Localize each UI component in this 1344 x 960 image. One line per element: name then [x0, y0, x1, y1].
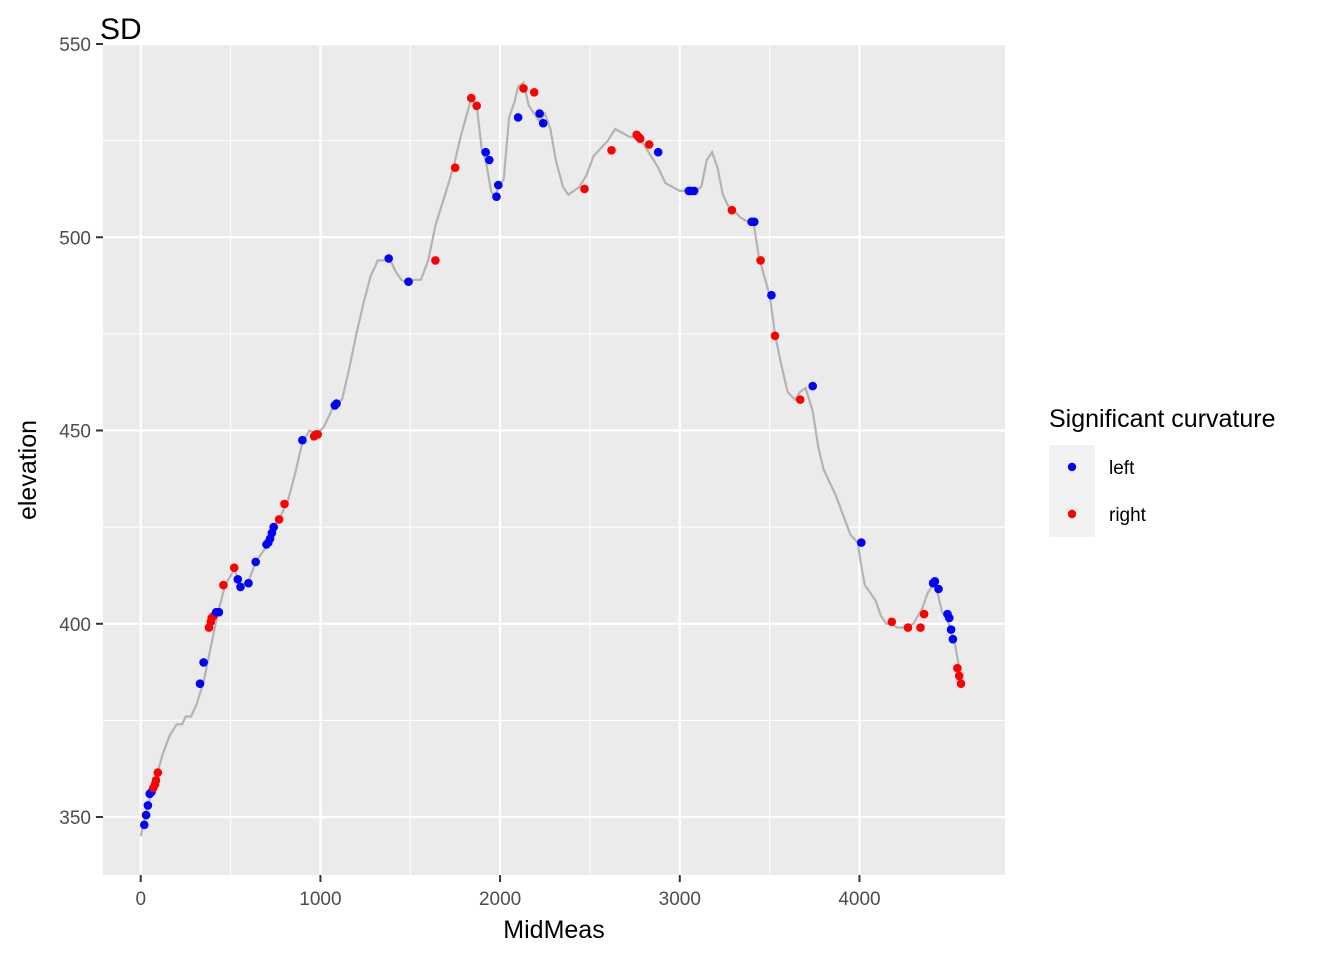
- curvature-points: [140, 84, 966, 830]
- point-right: [954, 671, 964, 681]
- point-left: [767, 290, 776, 300]
- legend: Significant curvature left right: [1049, 405, 1276, 537]
- plot-panel: [103, 44, 1005, 875]
- minor-gridlines: [103, 44, 1005, 875]
- point-right: [953, 663, 962, 673]
- legend-dot-right: [1067, 509, 1077, 519]
- point-right: [529, 88, 539, 97]
- point-left: [538, 118, 548, 128]
- point-right: [607, 146, 616, 155]
- y-tick-label: 550: [59, 35, 91, 56]
- legend-title: Significant curvature: [1049, 405, 1276, 433]
- y-tick-label: 400: [59, 615, 91, 636]
- legend-label-right: right: [1109, 505, 1147, 526]
- point-right: [274, 515, 284, 524]
- point-right: [727, 205, 737, 215]
- point-right: [770, 331, 780, 341]
- point-right: [956, 679, 966, 688]
- point-left: [298, 435, 307, 445]
- point-right: [635, 134, 645, 143]
- point-right: [280, 499, 289, 509]
- point-left: [236, 582, 245, 592]
- chart-title: SD: [100, 13, 142, 46]
- point-left: [481, 147, 491, 157]
- point-right: [756, 256, 765, 265]
- legend-label-left: left: [1109, 458, 1135, 479]
- point-left: [404, 277, 413, 287]
- point-right: [313, 430, 323, 439]
- y-tick-label: 500: [59, 228, 91, 249]
- point-left: [214, 607, 224, 617]
- point-left: [332, 399, 341, 408]
- point-left: [492, 192, 501, 201]
- point-left: [233, 575, 243, 584]
- y-tick-label: 450: [59, 422, 91, 443]
- point-left: [930, 577, 940, 586]
- point-left: [199, 658, 208, 667]
- point-right: [795, 395, 805, 404]
- point-right: [153, 768, 163, 777]
- point-left: [244, 578, 253, 588]
- point-left: [384, 254, 394, 263]
- point-left: [269, 522, 279, 532]
- point-left: [494, 180, 503, 190]
- point-left: [140, 820, 149, 830]
- x-tick-label: 2000: [479, 889, 521, 910]
- point-right: [467, 93, 476, 103]
- elevation-line: [139, 80, 963, 837]
- point-right: [916, 623, 925, 632]
- point-right: [229, 563, 239, 572]
- point-right: [519, 84, 528, 93]
- point-left: [141, 810, 151, 820]
- point-right: [887, 617, 897, 627]
- point-left: [143, 801, 153, 810]
- point-left: [946, 625, 956, 634]
- x-tick-label: 3000: [659, 889, 701, 910]
- x-tick-label: 4000: [838, 889, 880, 910]
- point-left: [689, 186, 699, 196]
- x-tick-label: 1000: [299, 889, 341, 910]
- point-right: [151, 776, 161, 785]
- point-right: [219, 580, 228, 590]
- axes: 0 1000 2000 3000 4000 350 400 450 500 550: [59, 35, 880, 910]
- y-axis-title: elevation: [14, 420, 42, 520]
- x-tick-label: 0: [135, 889, 146, 910]
- legend-dot-left: [1067, 462, 1077, 472]
- point-right: [903, 623, 913, 632]
- point-left: [485, 155, 494, 165]
- point-right: [450, 163, 460, 172]
- y-tick-label: 350: [59, 808, 91, 829]
- point-left: [948, 634, 958, 644]
- x-axis-title: MidMeas: [503, 916, 604, 944]
- point-left: [653, 147, 663, 157]
- point-right: [431, 256, 440, 265]
- point-left: [750, 217, 759, 227]
- point-right: [472, 101, 482, 111]
- point-right: [919, 609, 929, 619]
- point-right: [644, 140, 654, 149]
- point-left: [513, 113, 523, 122]
- point-left: [808, 381, 817, 391]
- point-left: [945, 613, 954, 623]
- point-left: [195, 679, 205, 688]
- point-left: [251, 557, 260, 567]
- point-left: [535, 109, 544, 118]
- point-right: [580, 184, 589, 194]
- point-left: [857, 538, 866, 547]
- point-left: [934, 584, 943, 594]
